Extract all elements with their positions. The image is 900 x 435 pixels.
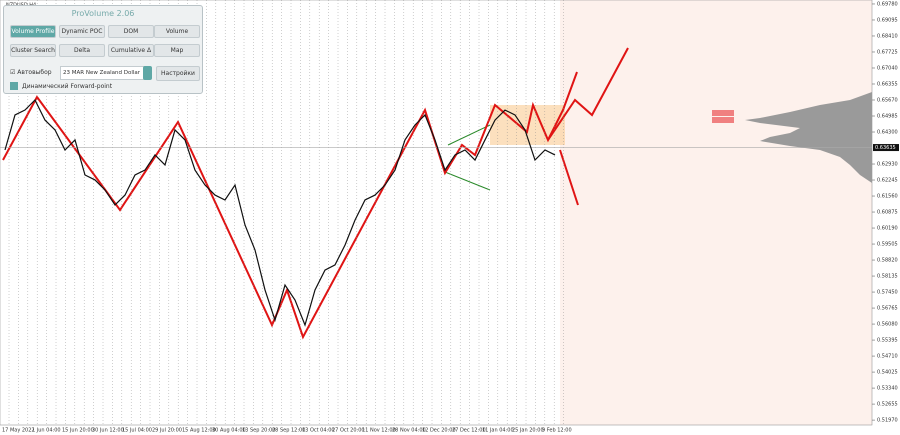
triangle-line xyxy=(444,171,491,191)
button[interactable]: Cluster Search xyxy=(10,44,56,57)
y-tick-label: 0.53340 xyxy=(877,386,898,392)
level-tag xyxy=(712,117,734,123)
triangle-line xyxy=(447,124,491,146)
y-tick-label: 0.55395 xyxy=(877,338,898,344)
y-tick-label: 0.51970 xyxy=(877,418,898,424)
dropdown[interactable] xyxy=(143,66,152,80)
y-tick-label: 0.59505 xyxy=(877,242,898,248)
y-tick-label: 0.65670 xyxy=(877,98,898,104)
x-tick-label: 28 Sep 12:00 xyxy=(272,428,305,434)
x-tick-label: 27 Dec 12:00 xyxy=(452,428,486,434)
x-tick-label: 11 Nov 12:00 xyxy=(362,428,396,434)
x-tick-label: 29 Jul 20:00 xyxy=(152,428,182,434)
x-tick-label: 15 Jul 04:00 xyxy=(122,428,152,434)
button[interactable]: Volume xyxy=(154,25,200,38)
y-tick-label: 0.54710 xyxy=(877,354,898,360)
y-tick-label: 0.69095 xyxy=(877,17,898,23)
current-price-label: 0.63635 xyxy=(875,145,896,151)
y-tick-label: 0.64985 xyxy=(877,114,898,120)
y-tick-label: 0.60875 xyxy=(877,210,898,216)
current-price-tag xyxy=(873,144,899,152)
x-tick-label: 30 Jun 12:00 xyxy=(92,428,124,434)
plot-frame xyxy=(0,0,873,426)
y-tick-label: 0.52655 xyxy=(877,402,898,408)
button[interactable]: Delta xyxy=(59,44,105,57)
x-tick-label: 17 May 2022 xyxy=(2,428,35,434)
future-area xyxy=(560,0,872,425)
x-tick-label: 30 Aug 04:00 xyxy=(212,428,246,434)
x-tick-label: 28 Nov 04:00 xyxy=(392,428,426,434)
y-tick-label: 0.66355 xyxy=(877,81,898,87)
y-tick-label: 0.67040 xyxy=(877,65,898,71)
y-tick-label: 0.56080 xyxy=(877,322,898,328)
x-tick-label: 1 Jun 04:00 xyxy=(32,428,61,434)
x-tick-label: 13 Sep 20:00 xyxy=(242,428,275,434)
button[interactable]: DOM xyxy=(108,25,154,38)
button[interactable]: Настройки xyxy=(156,66,200,81)
checkbox-label: Автовыбор xyxy=(17,69,52,76)
option-label: Динамический Forward-point xyxy=(22,83,113,90)
x-tick-label: 11 Jan 04:00 xyxy=(482,428,514,434)
y-tick-label: 0.62245 xyxy=(877,178,898,184)
x-tick-label: 15 Aug 12:00 xyxy=(182,428,216,434)
button[interactable]: Volume Profile xyxy=(10,25,56,38)
y-tick-label: 0.64300 xyxy=(877,130,898,136)
y-tick-label: 0.60190 xyxy=(877,226,898,232)
y-tick-label: 0.62930 xyxy=(877,162,898,168)
x-tick-label: 15 Jun 20:00 xyxy=(62,428,94,434)
projection-up xyxy=(547,47,629,141)
button[interactable]: Map xyxy=(154,44,200,57)
x-tick-label: 25 Jan 20:00 xyxy=(512,428,544,434)
x-tick-label: 13 Oct 04:00 xyxy=(302,428,335,434)
x-tick-label: 27 Oct 20:00 xyxy=(332,428,365,434)
toggle[interactable] xyxy=(10,82,18,90)
button[interactable]: Cumulative Δ xyxy=(108,44,154,57)
volume-profile xyxy=(745,92,872,183)
y-tick-label: 0.58135 xyxy=(877,274,898,280)
level-tag xyxy=(712,110,734,116)
x-tick-label: 12 Dec 20:00 xyxy=(422,428,456,434)
button[interactable]: Dynamic POC xyxy=(59,25,105,38)
price-line xyxy=(4,98,556,327)
provolume-panel: ProVolume 2.06 Volume Profile Dynamic PO… xyxy=(3,5,203,94)
y-tick-label: 0.56765 xyxy=(877,306,898,312)
y-tick-label: 0.69780 xyxy=(877,1,898,7)
checkbox[interactable]: ☑ Автовыбор xyxy=(10,69,52,76)
y-tick-label: 0.57450 xyxy=(877,290,898,296)
panel-title: ProVolume 2.06 xyxy=(71,9,135,18)
symbol-input[interactable]: 23 MAR New Zealand Dollar xyxy=(60,66,148,80)
y-tick-label: 0.61560 xyxy=(877,194,898,200)
y-tick-label: 0.58820 xyxy=(877,258,898,264)
y-tick-label: 0.68410 xyxy=(877,33,898,39)
y-tick-label: 0.67725 xyxy=(877,49,898,55)
y-tick-label: 0.54025 xyxy=(877,370,898,376)
x-tick-label: 9 Feb 12:00 xyxy=(542,428,572,434)
projection-down xyxy=(559,149,579,206)
zigzag xyxy=(2,71,578,340)
